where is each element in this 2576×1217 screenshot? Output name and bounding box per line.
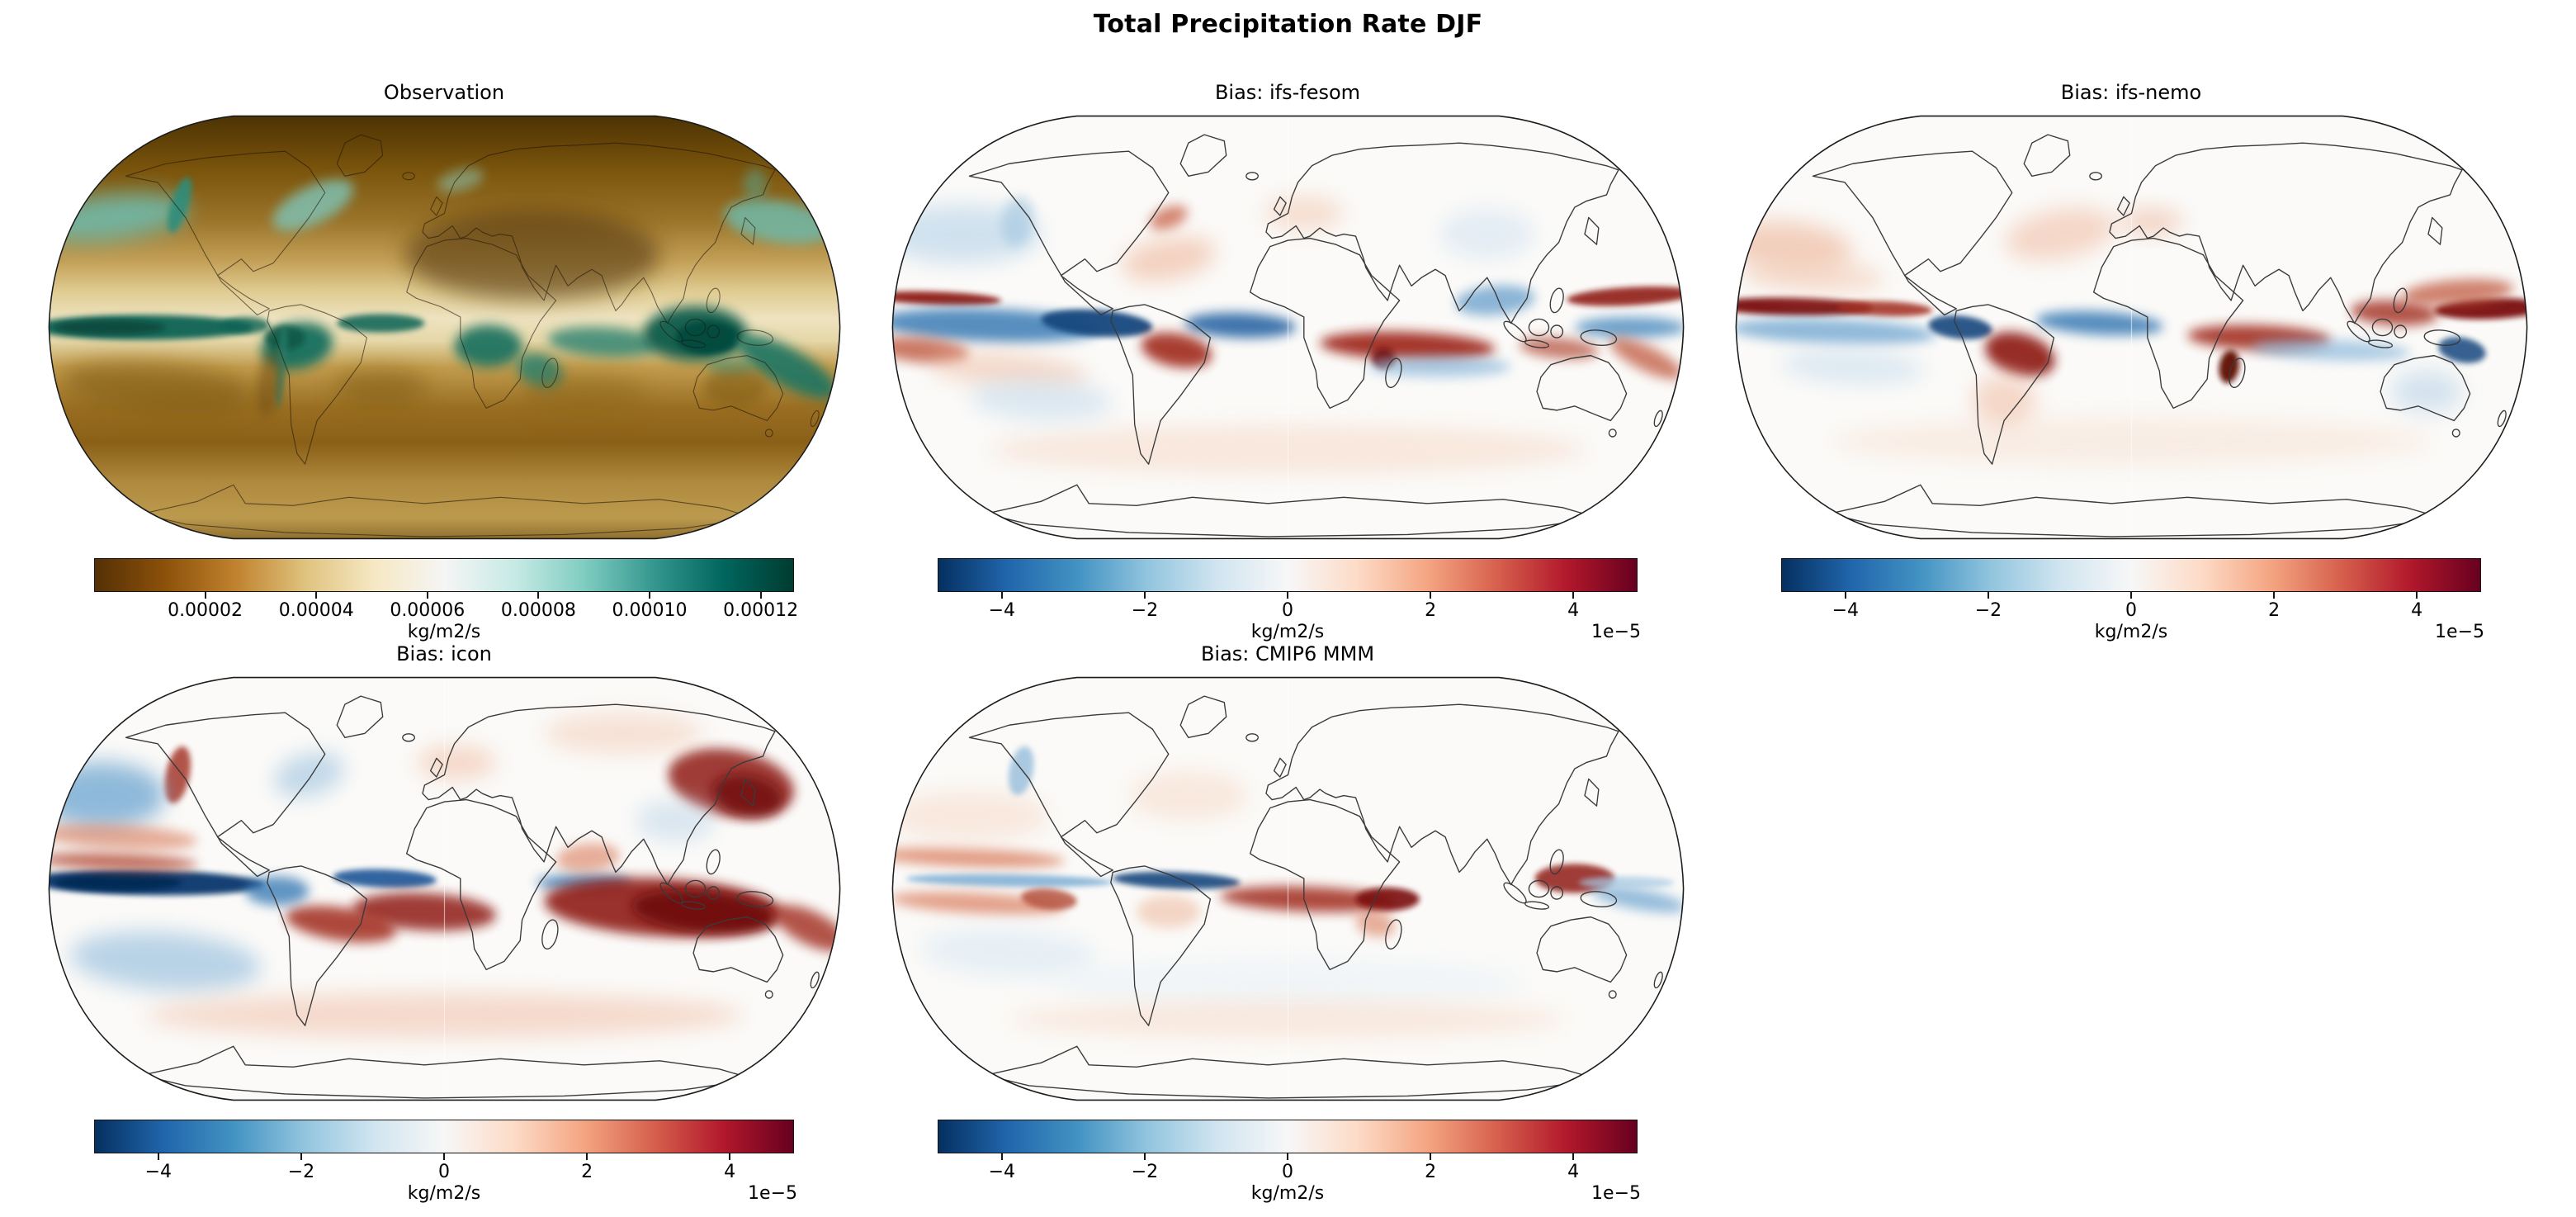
colorbar-tick-label: 2 [581, 1162, 593, 1182]
colorbar-tick-mark [1844, 592, 1846, 599]
bias-icon-colorbar: −4 −2 0 2 4 kg/m2/s 1e−5 [94, 1120, 797, 1217]
panel-title-bias-ifs-nemo: Bias: ifs-nemo [2060, 81, 2202, 104]
colorbar-tick-label: 2 [1425, 1162, 1437, 1182]
colorbar-tick-mark [1000, 1153, 1003, 1160]
bias-cmip6-mmm-colorbar: −4 −2 0 2 4 kg/m2/s 1e−5 [938, 1120, 1641, 1217]
colorbar-tick-mark [586, 1153, 588, 1160]
panel-bias-cmip6-mmm: Bias: CMIP6 MMM −4 −2 0 2 4 kg/m2/s 1e−5 [867, 641, 1709, 1217]
colorbar-tick-mark [2273, 592, 2276, 599]
colorbar-tick-mark [537, 592, 540, 599]
panel-title-observation: Observation [383, 81, 505, 104]
colorbar-tick-mark [729, 1153, 731, 1160]
bias-ifs-fesom-map [890, 110, 1686, 545]
colorbar-tick-mark [1287, 592, 1288, 599]
colorbar-tick-mark [443, 1153, 445, 1160]
colorbar-tick-mark [1430, 1153, 1432, 1160]
bias-icon-colorbar-gradient [94, 1120, 794, 1153]
colorbar-tick-label: −4 [1832, 600, 1860, 621]
colorbar-tick-label: 4 [2411, 600, 2423, 621]
colorbar-tick-label: −2 [1131, 600, 1159, 621]
figure-title: Total Precipitation Rate DJF [1093, 10, 1483, 39]
bias-cmip6-mmm-map-svg [891, 676, 1684, 1101]
colorbar-tick-mark [1000, 592, 1003, 599]
colorbar-unit-label: kg/m2/s [407, 622, 481, 642]
colorbar-exponent-label: 1e−5 [1591, 1183, 1641, 1204]
observation-colorbar-gradient [94, 558, 794, 592]
colorbar-tick-label: −2 [287, 1162, 315, 1182]
observation-map-svg [48, 115, 840, 540]
colorbar-tick-label: −4 [988, 600, 1016, 621]
map-outline [48, 676, 840, 1101]
panel-observation: Observation 0.00002 0.00004 0.00006 0.00008… [23, 79, 865, 656]
panel-bias-ifs-fesom: Bias: ifs-fesom −4 −2 0 2 4 kg/m2/s 1e−5 [867, 79, 1709, 656]
observation-map [46, 110, 843, 545]
colorbar-exponent-label: 1e−5 [1591, 622, 1641, 642]
bias-ifs-fesom-colorbar-gradient [938, 558, 1638, 592]
colorbar-tick-label: 0.00008 [500, 600, 576, 621]
map-outline [48, 115, 840, 540]
panel-title-bias-ifs-fesom: Bias: ifs-fesom [1214, 81, 1361, 104]
colorbar-tick-label: 0.00006 [390, 600, 466, 621]
observation-colorbar: 0.00002 0.00004 0.00006 0.00008 0.00010 0.000… [94, 558, 798, 656]
colorbar-tick-mark [2130, 592, 2132, 599]
colorbar-tick-label: 4 [1567, 1162, 1580, 1182]
colorbar-tick-label: −2 [1131, 1162, 1159, 1182]
map-outline [891, 115, 1684, 540]
colorbar-tick-mark [1572, 1153, 1575, 1160]
bias-cmip6-mmm-map [890, 671, 1686, 1106]
map-outline [1735, 115, 2527, 540]
colorbar-tick-mark [759, 592, 762, 599]
bias-ifs-nemo-colorbar-gradient [1781, 558, 2481, 592]
panel-bias-ifs-nemo: Bias: ifs-nemo −4 −2 0 2 4 kg/m2/s 1e−5 [1710, 79, 2552, 656]
bias-icon-map-svg [48, 676, 840, 1101]
colorbar-tick-label: −2 [1974, 600, 2002, 621]
bias-cmip6-mmm-colorbar-gradient [938, 1120, 1638, 1153]
colorbar-tick-mark [1143, 1153, 1146, 1160]
colorbar-tick-mark [1572, 592, 1575, 599]
colorbar-exponent-label: 1e−5 [748, 1183, 797, 1204]
colorbar-unit-label: kg/m2/s [407, 1183, 481, 1204]
colorbar-unit-label: kg/m2/s [1250, 1183, 1325, 1204]
colorbar-tick-label: 0 [1282, 1162, 1293, 1182]
bias-ifs-nemo-map-svg [1735, 115, 2527, 540]
colorbar-tick-mark [649, 592, 651, 599]
colorbar-tick-label: 4 [1567, 600, 1580, 621]
panel-title-bias-cmip6-mmm: Bias: CMIP6 MMM [1200, 642, 1375, 665]
colorbar-tick-label: 0.00004 [278, 600, 354, 621]
colorbar-tick-mark [1987, 592, 1989, 599]
colorbar-tick-label: −4 [144, 1162, 173, 1182]
colorbar-tick-label: −4 [988, 1162, 1016, 1182]
colorbar-tick-mark [1143, 592, 1146, 599]
bias-ifs-fesom-map-svg [891, 115, 1684, 540]
bias-icon-map [46, 671, 843, 1106]
bias-ifs-fesom-colorbar: −4 −2 0 2 4 kg/m2/s 1e−5 [938, 558, 1641, 656]
colorbar-tick-mark [2416, 592, 2418, 599]
colorbar-tick-label: 4 [724, 1162, 736, 1182]
map-outline [891, 676, 1684, 1101]
colorbar-tick-mark [426, 592, 428, 599]
colorbar-tick-label: 0.00012 [723, 600, 799, 621]
colorbar-tick-mark [204, 592, 206, 599]
colorbar-tick-mark [315, 592, 318, 599]
colorbar-unit-label: kg/m2/s [1250, 622, 1325, 642]
panel-bias-icon: Bias: icon −4 −2 0 2 4 kg/m2/s 1e−5 [23, 641, 865, 1217]
colorbar-tick-label: 0.00010 [612, 600, 688, 621]
colorbar-tick-mark [157, 1153, 159, 1160]
panel-title-bias-icon: Bias: icon [396, 642, 492, 665]
colorbar-tick-mark [300, 1153, 302, 1160]
colorbar-tick-label: 2 [1425, 600, 1437, 621]
colorbar-exponent-label: 1e−5 [2435, 622, 2484, 642]
colorbar-tick-label: 2 [2268, 600, 2281, 621]
colorbar-tick-label: 0 [1282, 600, 1293, 621]
colorbar-unit-label: kg/m2/s [2094, 622, 2168, 642]
colorbar-tick-mark [1287, 1153, 1288, 1160]
colorbar-tick-mark [1430, 592, 1432, 599]
bias-ifs-nemo-colorbar: −4 −2 0 2 4 kg/m2/s 1e−5 [1781, 558, 2484, 656]
bias-ifs-nemo-map [1733, 110, 2530, 545]
colorbar-tick-label: 0.00002 [168, 600, 243, 621]
colorbar-tick-label: 0 [438, 1162, 450, 1182]
colorbar-tick-label: 0 [2125, 600, 2137, 621]
